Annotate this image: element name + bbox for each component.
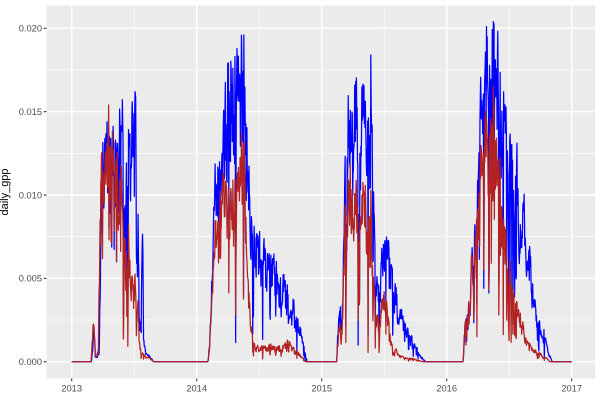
y-tick-label: 0.020 [19, 24, 42, 34]
x-tick-label: 2013 [61, 384, 82, 394]
y-tick-label: 0.015 [19, 107, 42, 117]
y-axis-title: daily_gpp [0, 168, 11, 215]
y-tick-label: 0.010 [19, 190, 42, 200]
x-tick-label: 2016 [436, 384, 457, 394]
x-tick-label: 2014 [186, 384, 207, 394]
x-tick-label: 2015 [311, 384, 332, 394]
y-tick-label: 0.005 [19, 274, 42, 284]
series-group [71, 21, 572, 363]
x-tick-label: 2017 [561, 384, 582, 394]
axis-labels-group: 2013 2014 2015 2016 2017 0.000 0.005 0.010 0.015… [19, 24, 582, 394]
y-tick-label: 0.000 [19, 357, 42, 367]
series-line-red [71, 86, 572, 363]
axis-ticks-group [43, 27, 573, 382]
